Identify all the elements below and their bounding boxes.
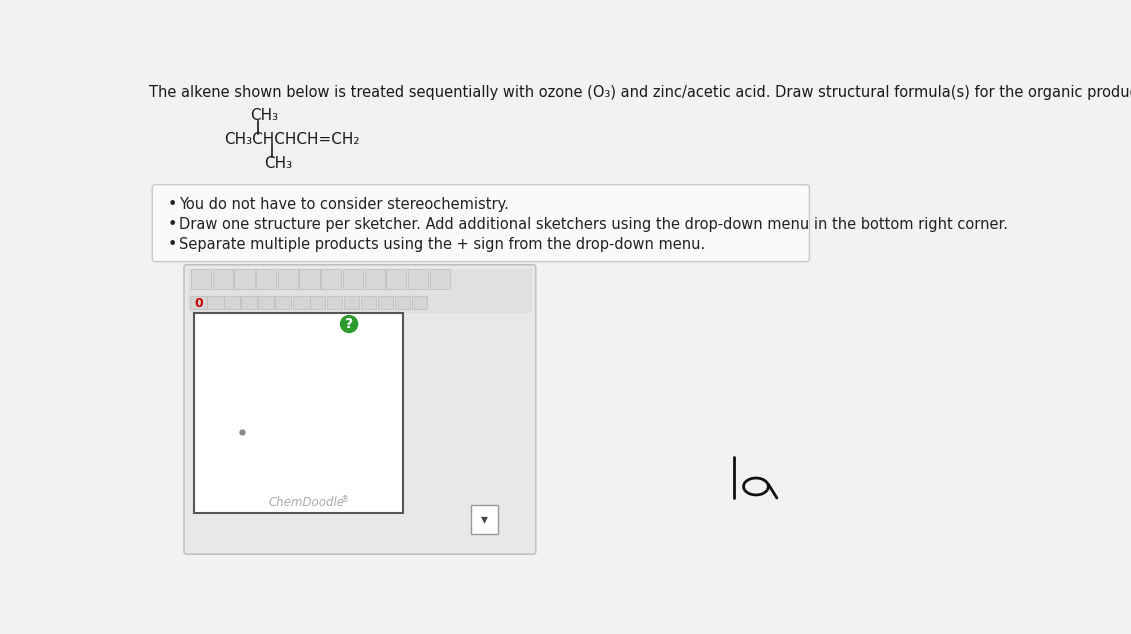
Bar [195,313,404,514]
Bar [224,295,240,309]
Text: CH₃CHCHCH=CH₂: CH₃CHCHCH=CH₂ [224,133,360,147]
Text: ®: ® [342,495,349,504]
Text: The alkene shown below is treated sequentially with ozone (O₃) and zinc/acetic a: The alkene shown below is treated sequen… [149,86,1131,100]
Text: 0: 0 [195,297,202,310]
Text: CH₃: CH₃ [264,156,292,171]
Text: Separate multiple products using the + sign from the drop-down menu.: Separate multiple products using the + s… [179,237,705,252]
Bar [188,269,532,293]
Bar [364,269,385,289]
Bar [321,269,342,289]
Bar [300,269,320,289]
Bar [395,295,411,309]
Text: •: • [167,237,178,252]
Bar [188,293,532,313]
Bar [207,295,224,309]
Circle shape [340,316,357,332]
Bar [278,269,297,289]
Bar [213,269,233,289]
Bar [293,295,310,309]
Bar [430,269,450,289]
Text: ▾: ▾ [481,513,487,527]
Bar [361,295,377,309]
Text: You do not have to consider stereochemistry.: You do not have to consider stereochemis… [179,197,509,212]
Bar [344,295,360,309]
Text: ?: ? [345,317,353,331]
Text: ChemDoodle: ChemDoodle [268,496,345,509]
FancyBboxPatch shape [153,184,810,262]
Text: •: • [167,217,178,232]
Text: Draw one structure per sketcher. Add additional sketchers using the drop-down me: Draw one structure per sketcher. Add add… [179,217,1008,232]
Bar [258,295,274,309]
Bar [190,295,207,309]
Text: CH₃: CH₃ [250,108,278,124]
Bar [310,295,325,309]
Bar [256,269,276,289]
Bar [276,295,291,309]
Text: •: • [167,197,178,212]
Bar [234,269,254,289]
Bar [378,295,394,309]
Bar [327,295,342,309]
Bar [387,269,406,289]
Bar [343,269,363,289]
FancyBboxPatch shape [184,265,536,554]
Bar [470,505,498,534]
Bar [408,269,429,289]
Bar [241,295,257,309]
Bar [191,269,211,289]
Bar [412,295,428,309]
